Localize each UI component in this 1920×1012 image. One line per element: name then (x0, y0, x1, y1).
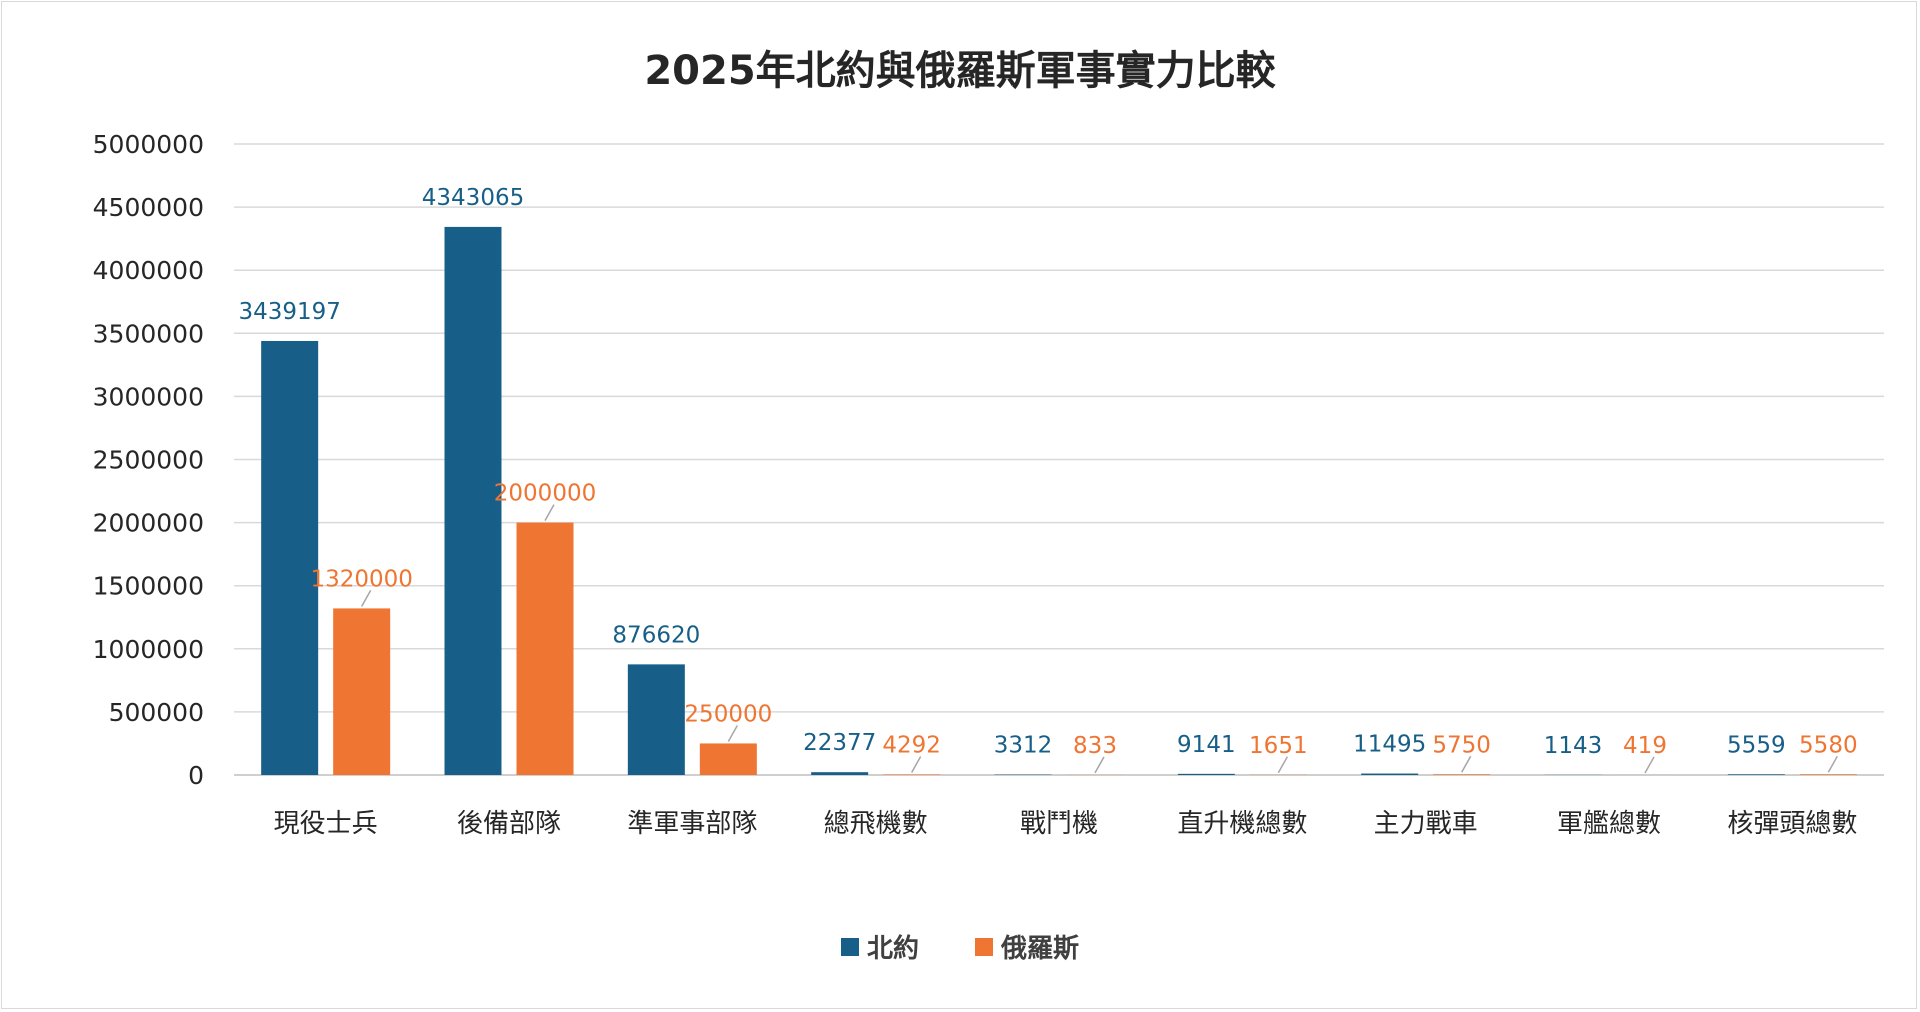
data-label-nato: 3439197 (238, 299, 340, 325)
data-label-nato: 11495 (1353, 732, 1426, 758)
legend-item-russia[interactable]: 俄羅斯 (975, 928, 1079, 965)
x-axis-categories: 現役士兵 後備部隊 準軍事部隊 總飛機數 戰鬥機 直升機總數 主力戰車 軍艦總數 核彈頭總數 (274, 809, 1858, 839)
bar-nato (1727, 774, 1785, 775)
y-tick-label: 0 (188, 761, 204, 790)
data-label-nato: 876620 (612, 622, 700, 648)
data-label-russia: 419 (1623, 733, 1667, 759)
y-tick-label: 4000000 (93, 256, 204, 285)
y-tick-label: 4500000 (93, 193, 204, 222)
category-label: 總飛機數 (824, 809, 928, 839)
leader-line (1644, 756, 1655, 774)
legend-label-nato: 北約 (866, 934, 919, 964)
legend-swatch-nato (840, 937, 859, 956)
bar-russia (699, 743, 757, 775)
bar-russia (1433, 774, 1491, 775)
category-label: 後備部隊 (457, 809, 561, 839)
bar-russia (333, 608, 391, 775)
y-tick-label: 5000000 (93, 130, 204, 159)
legend-item-nato[interactable]: 北約 (840, 928, 919, 965)
data-label-russia: 5750 (1432, 732, 1491, 758)
leader-line (1461, 755, 1472, 773)
bar-nato (261, 340, 319, 775)
gridlines (234, 143, 1884, 776)
bar-nato (1177, 773, 1235, 775)
bar-nato (1361, 773, 1419, 775)
category-label: 戰鬥機 (1020, 809, 1098, 839)
data-label-nato: 5559 (1727, 732, 1786, 758)
category-label: 核彈頭總數 (1727, 809, 1857, 839)
y-tick-label: 3000000 (93, 382, 204, 411)
category-label: 準軍事部隊 (627, 809, 757, 839)
data-label-nato: 9141 (1177, 732, 1236, 758)
leader-line (1277, 756, 1288, 774)
data-label-russia: 833 (1073, 733, 1117, 759)
y-tick-label: 2500000 (93, 446, 204, 475)
leader-line (1827, 755, 1838, 773)
legend-swatch-russia (975, 937, 993, 956)
bar-nato (627, 664, 685, 775)
leader-lines (361, 504, 1838, 774)
data-label-russia: 2000000 (494, 481, 596, 507)
data-label-nato: 1143 (1544, 733, 1603, 759)
y-tick-label: 3500000 (93, 319, 204, 348)
legend-label-russia: 俄羅斯 (1001, 934, 1080, 964)
data-label-russia: 5580 (1799, 732, 1858, 758)
y-axis-ticks: 0 500000 1000000 1500000 2000000 2500000 30000… (93, 130, 204, 790)
y-tick-label: 1500000 (93, 572, 204, 601)
bars (261, 226, 1857, 775)
category-label: 直升機總數 (1177, 809, 1307, 839)
leader-line (911, 756, 922, 773)
leader-line (1094, 756, 1105, 774)
leader-line (727, 725, 738, 742)
bar-russia (516, 522, 574, 775)
y-tick-label: 500000 (109, 698, 204, 727)
leader-line (361, 590, 372, 607)
legend: 北約 俄羅斯 (0, 928, 1920, 965)
bar-russia (1799, 774, 1857, 775)
leader-line (544, 504, 555, 521)
data-label-nato: 22377 (803, 730, 876, 756)
bar-nato (811, 772, 869, 775)
bar-russia (883, 774, 941, 775)
data-labels: 3439197 1320000 4343065 2000000 876620 250000… (238, 185, 1857, 759)
y-tick-label: 2000000 (93, 509, 204, 538)
data-label-russia: 1651 (1249, 733, 1308, 759)
category-label: 主力戰車 (1374, 809, 1478, 839)
data-label-russia: 250000 (684, 701, 772, 727)
data-label-nato: 3312 (994, 733, 1053, 759)
category-label: 現役士兵 (274, 809, 378, 839)
data-label-russia: 1320000 (310, 566, 412, 592)
chart-title: 2025年北約與俄羅斯軍事實力比較 (644, 48, 1276, 94)
bar-nato (444, 226, 502, 775)
data-label-nato: 4343065 (422, 185, 524, 211)
data-label-russia: 4292 (882, 732, 941, 758)
category-label: 軍艦總數 (1557, 809, 1661, 839)
y-tick-label: 1000000 (93, 635, 204, 664)
